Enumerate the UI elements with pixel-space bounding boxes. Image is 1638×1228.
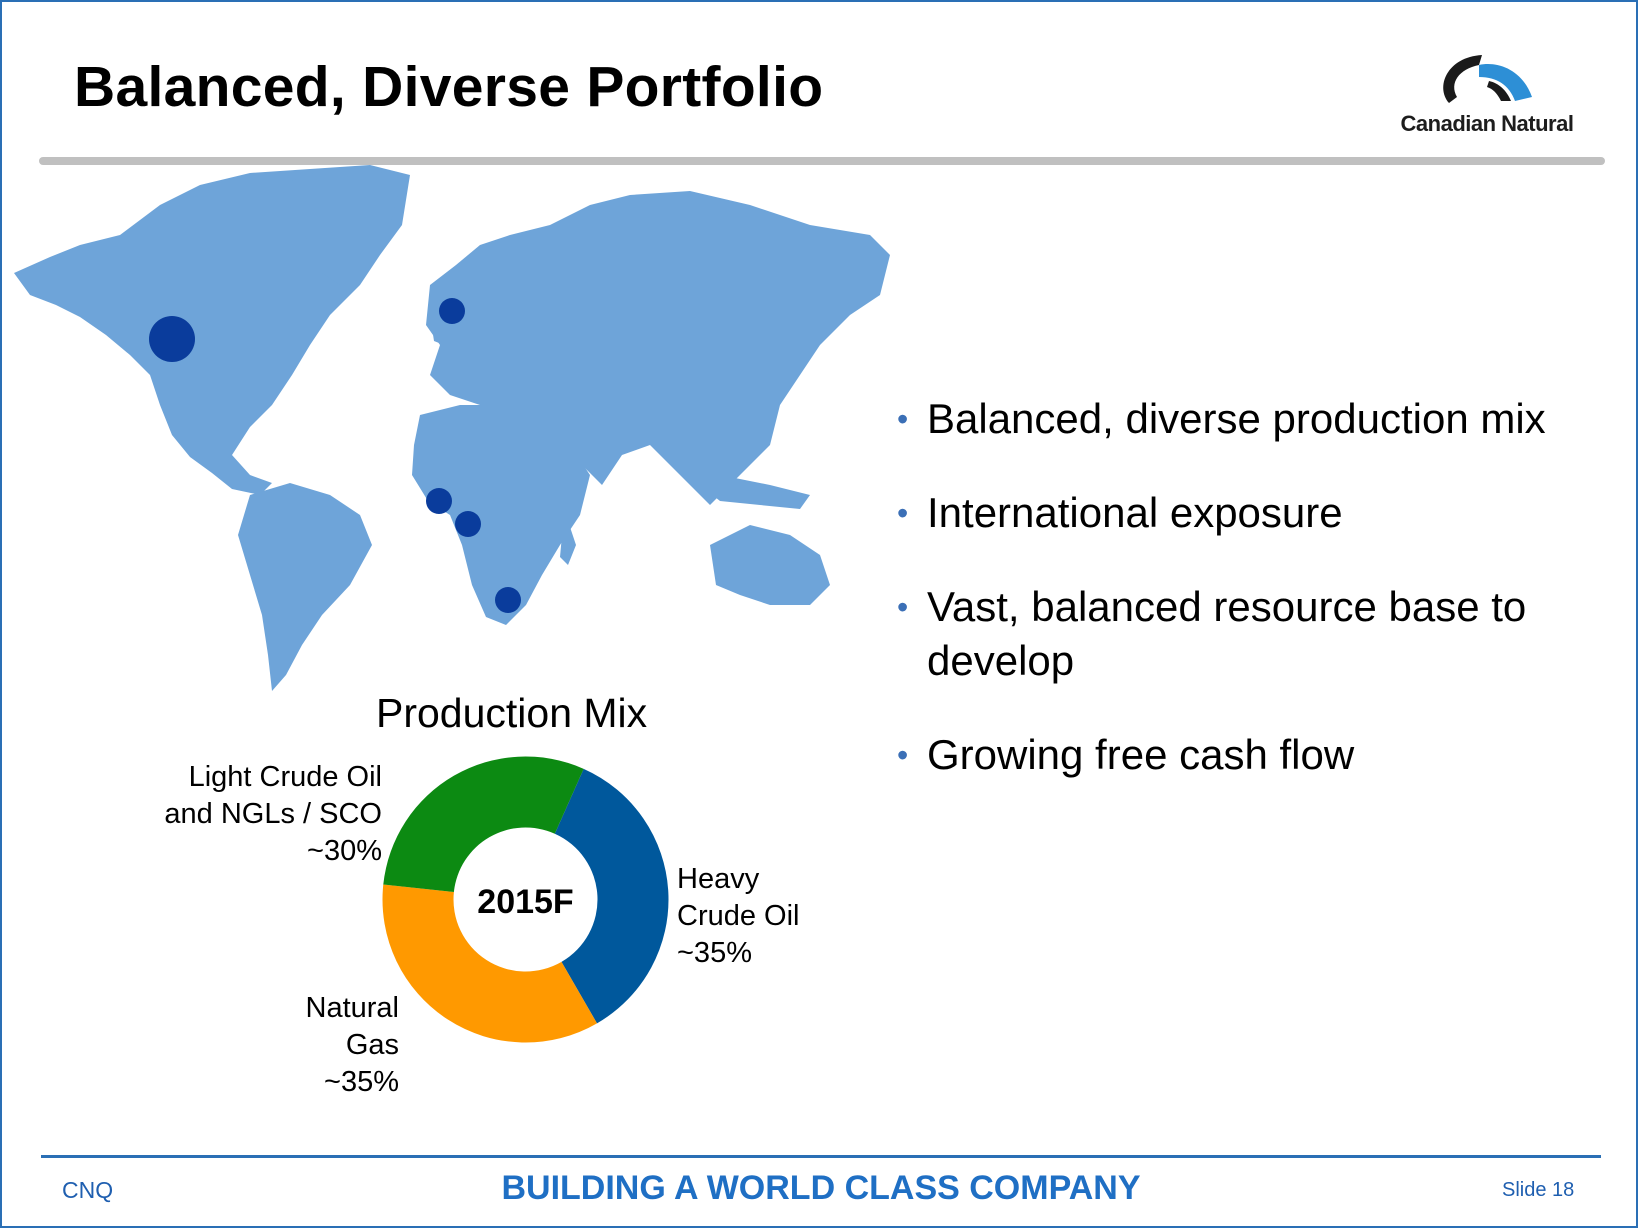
slice-label-value: ~35%	[677, 937, 752, 969]
chart-title: Production Mix	[376, 690, 648, 736]
map-land	[14, 165, 890, 691]
map-markers	[149, 298, 521, 613]
slice-label-line: Natural	[305, 992, 400, 1024]
company-logo: Canadian Natural	[1387, 47, 1587, 139]
slice-label-line: Crude Oil	[677, 900, 800, 932]
slide-number: Slide 18	[1502, 1179, 1575, 1201]
map-marker-north-sea	[439, 298, 465, 324]
logo-emblem-icon	[1443, 55, 1532, 103]
slice-label-value: ~30%	[307, 835, 382, 867]
slice-label-line: Gas	[345, 1029, 399, 1061]
australia-landmass	[710, 525, 830, 605]
map-marker-south-africa	[495, 587, 521, 613]
africa-landmass	[412, 405, 590, 625]
greenland-landmass	[280, 169, 402, 285]
bullet-item: Balanced, diverse production mix	[897, 392, 1617, 446]
donut-slice-natural-gas	[382, 884, 597, 1043]
slice-label-line: and NGLs / SCO	[164, 798, 382, 830]
world-map	[14, 165, 890, 691]
map-marker-west-africa-2	[455, 511, 481, 537]
logo-text: Canadian Natural	[1400, 111, 1574, 136]
slice-label-natural-gas: Natural Gas ~35%	[282, 990, 400, 1101]
production-mix-donut: 2015F	[382, 756, 669, 1043]
title-divider	[39, 157, 1605, 165]
footer-tagline: BUILDING A WORLD CLASS COMPANY	[501, 1169, 1141, 1207]
bullet-list: Balanced, diverse production mix Interna…	[897, 392, 1617, 822]
bullet-item: Growing free cash flow	[897, 728, 1617, 782]
slice-label-light-crude: Light Crude Oil and NGLs / SCO ~30%	[142, 759, 382, 870]
madagascar-landmass	[560, 527, 576, 565]
north-america-landmass	[14, 165, 410, 495]
slice-label-heavy-crude: Heavy Crude Oil ~35%	[677, 861, 800, 972]
bullet-item: Vast, balanced resource base to develop	[897, 580, 1567, 688]
donut-slice-heavy-crude-oil	[554, 768, 669, 1024]
footer-ticker: CNQ	[62, 1177, 114, 1203]
map-marker-west-africa-1	[426, 488, 452, 514]
indonesia-landmass	[700, 477, 810, 509]
footer-divider	[41, 1155, 1601, 1158]
donut-center-label: 2015F	[477, 883, 573, 921]
slice-label-value: ~35%	[324, 1066, 399, 1098]
map-marker-north-america	[149, 316, 195, 362]
slide-title: Balanced, Diverse Portfolio	[74, 55, 824, 119]
slice-label-line: Heavy	[677, 863, 760, 895]
south-america-landmass	[238, 483, 372, 691]
bullet-item: International exposure	[897, 486, 1617, 540]
donut-slice-light-crude-oil-and-ngls-sco	[383, 756, 584, 892]
slice-label-line: Light Crude Oil	[188, 761, 382, 793]
